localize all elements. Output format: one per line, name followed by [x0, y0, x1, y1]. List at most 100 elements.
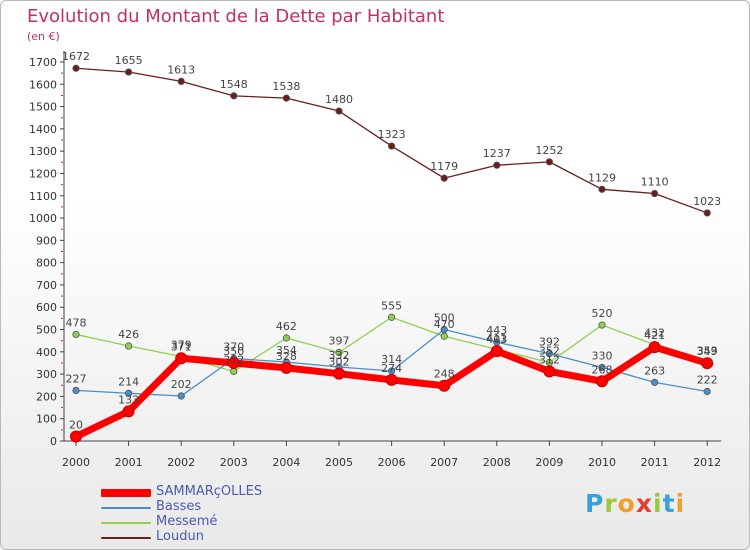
y-tick-label: 0 [50, 435, 57, 448]
logo-letter: P [585, 489, 605, 518]
data-label-basses: 214 [118, 375, 139, 388]
point-loudun [72, 64, 80, 72]
logo-letter: i [675, 489, 686, 518]
point-basses [72, 386, 80, 394]
point-basses [545, 350, 554, 358]
data-label-loudun: 1548 [220, 78, 248, 91]
point-messeme [440, 332, 448, 340]
data-label-messeme: 470 [434, 318, 455, 331]
point-loudun [703, 209, 711, 217]
chart-title: Evolution du Montant de la Dette par Hab… [27, 6, 445, 27]
point-basses [598, 363, 606, 372]
point-basses [125, 389, 133, 397]
x-tick-label: 2000 [62, 456, 90, 469]
data-label-basses: 354 [276, 344, 297, 357]
point-sammarcolles [175, 352, 188, 365]
point-loudun [177, 77, 185, 85]
point-messeme [335, 348, 343, 357]
data-label-loudun: 1323 [378, 128, 406, 141]
y-tick-label: 300 [36, 368, 57, 381]
data-label-loudun: 1179 [430, 160, 458, 173]
y-tick-label: 1200 [29, 167, 57, 180]
data-label-messeme: 426 [118, 328, 139, 341]
point-messeme [72, 330, 80, 339]
data-label-loudun: 1129 [588, 171, 616, 184]
data-label-messeme: 555 [381, 299, 402, 312]
point-sammarcolles [122, 405, 135, 418]
data-label-loudun: 1672 [62, 50, 90, 63]
data-label-sammarcolles: 312 [539, 353, 560, 366]
y-tick-label: 700 [36, 279, 57, 292]
data-label-basses: 222 [697, 374, 718, 387]
y-tick-label: 1400 [29, 123, 57, 136]
data-label-sammarcolles: 350 [223, 345, 244, 358]
data-label-messeme: 432 [644, 327, 665, 340]
x-tick-label: 2004 [272, 456, 300, 469]
data-label-messeme: 312 [223, 353, 244, 366]
y-tick-label: 600 [36, 301, 57, 314]
x-tick-label: 2009 [535, 456, 563, 469]
data-label-basses: 392 [539, 336, 560, 349]
y-tick-label: 500 [36, 324, 57, 337]
data-label-sammarcolles: 20 [69, 419, 83, 432]
series-layer [70, 64, 714, 443]
data-label-sammarcolles: 274 [381, 362, 402, 375]
point-sammarcolles [227, 356, 240, 369]
logo-letter: o [617, 489, 636, 518]
legend-swatch-sammarcolles [101, 488, 151, 497]
data-label-messeme: 397 [329, 334, 350, 347]
data-label-messeme: 462 [276, 320, 297, 333]
data-label-loudun: 1237 [483, 147, 511, 160]
data-label-loudun: 1538 [272, 80, 300, 93]
y-tick-label: 1700 [29, 56, 57, 69]
x-tick-label: 2006 [378, 456, 406, 469]
data-label-sammarcolles: 328 [276, 350, 297, 363]
legend-swatch-loudun [101, 536, 151, 539]
proxiti-logo: Proxiti [585, 489, 685, 518]
x-tick-label: 2011 [641, 456, 669, 469]
y-tick-label: 200 [36, 390, 57, 403]
data-label-sammarcolles: 133 [118, 393, 139, 406]
legend-swatch-basses [101, 506, 151, 509]
point-loudun [650, 189, 659, 198]
data-label-sammarcolles: 268 [592, 363, 613, 376]
data-label-sammarcolles: 302 [329, 356, 350, 369]
point-loudun [125, 68, 133, 76]
legend-label-loudun: Loudun [156, 529, 204, 544]
x-tick-label: 2001 [115, 456, 143, 469]
point-messeme [598, 321, 606, 329]
point-loudun [335, 107, 343, 115]
data-label-sammarcolles: 421 [644, 329, 665, 342]
data-label-loudun: 1110 [641, 176, 669, 189]
data-label-basses: 227 [66, 372, 87, 385]
axes: 0 100 200 300 400 500 600 700 800 900 1000 1100 1200… [29, 51, 722, 469]
point-messeme [387, 313, 396, 321]
data-label-messeme: 353 [697, 344, 718, 357]
data-label-sammarcolles: 403 [486, 333, 507, 346]
point-loudun [440, 174, 448, 182]
y-tick-label: 1100 [29, 190, 57, 203]
legend-label-sammarcolles: SAMMARçOLLES [156, 484, 263, 499]
logo-letter: t [662, 489, 676, 518]
x-tick-label: 2002 [167, 456, 195, 469]
point-loudun [493, 161, 501, 169]
data-label-basses: 332 [329, 349, 350, 362]
point-sammarcolles [701, 357, 714, 370]
point-sammarcolles [280, 361, 293, 374]
x-tick-label: 2003 [220, 456, 248, 469]
logo-letter: x [635, 489, 653, 518]
series-loudun [72, 64, 711, 217]
data-label-basses: 443 [486, 324, 507, 337]
y-tick-label: 1600 [29, 78, 57, 91]
data-label-sammarcolles: 349 [697, 345, 718, 358]
legend-label-messeme: Messemé [156, 514, 218, 529]
data-label-loudun: 1480 [325, 93, 353, 106]
x-tick-label: 2010 [588, 456, 616, 469]
point-basses [177, 392, 185, 400]
logo-letter: i [653, 489, 663, 518]
logo-letter: r [604, 489, 618, 518]
legend-swatch-messeme [101, 521, 151, 524]
data-label-messeme: 352 [539, 345, 560, 358]
data-label-messeme: 478 [66, 316, 87, 329]
